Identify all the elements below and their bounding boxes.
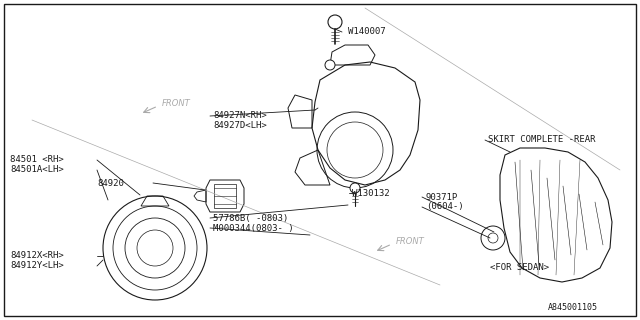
Text: 84912Y<LH>: 84912Y<LH>	[10, 261, 64, 270]
Circle shape	[325, 60, 335, 70]
Text: W140007: W140007	[348, 28, 386, 36]
Text: 84501A<LH>: 84501A<LH>	[10, 165, 64, 174]
Text: 84501 <RH>: 84501 <RH>	[10, 156, 64, 164]
Text: SKIRT COMPLETE -REAR: SKIRT COMPLETE -REAR	[488, 135, 595, 145]
Text: W130132: W130132	[352, 188, 390, 197]
Text: 57786B( -0803): 57786B( -0803)	[213, 213, 288, 222]
Text: (0604-): (0604-)	[426, 203, 463, 212]
Text: <FOR SEDAN>: <FOR SEDAN>	[490, 263, 549, 273]
Text: FRONT: FRONT	[396, 237, 425, 246]
Circle shape	[328, 15, 342, 29]
Text: FRONT: FRONT	[162, 100, 191, 108]
Text: M000344(0803- ): M000344(0803- )	[213, 223, 294, 233]
Text: 84920: 84920	[97, 179, 124, 188]
Text: 84912X<RH>: 84912X<RH>	[10, 252, 64, 260]
Circle shape	[481, 226, 505, 250]
Circle shape	[350, 183, 360, 193]
Text: 84927D<LH>: 84927D<LH>	[213, 122, 267, 131]
Text: A845001105: A845001105	[548, 303, 598, 313]
Text: 84927N<RH>: 84927N<RH>	[213, 111, 267, 121]
Text: 90371P: 90371P	[426, 193, 458, 202]
